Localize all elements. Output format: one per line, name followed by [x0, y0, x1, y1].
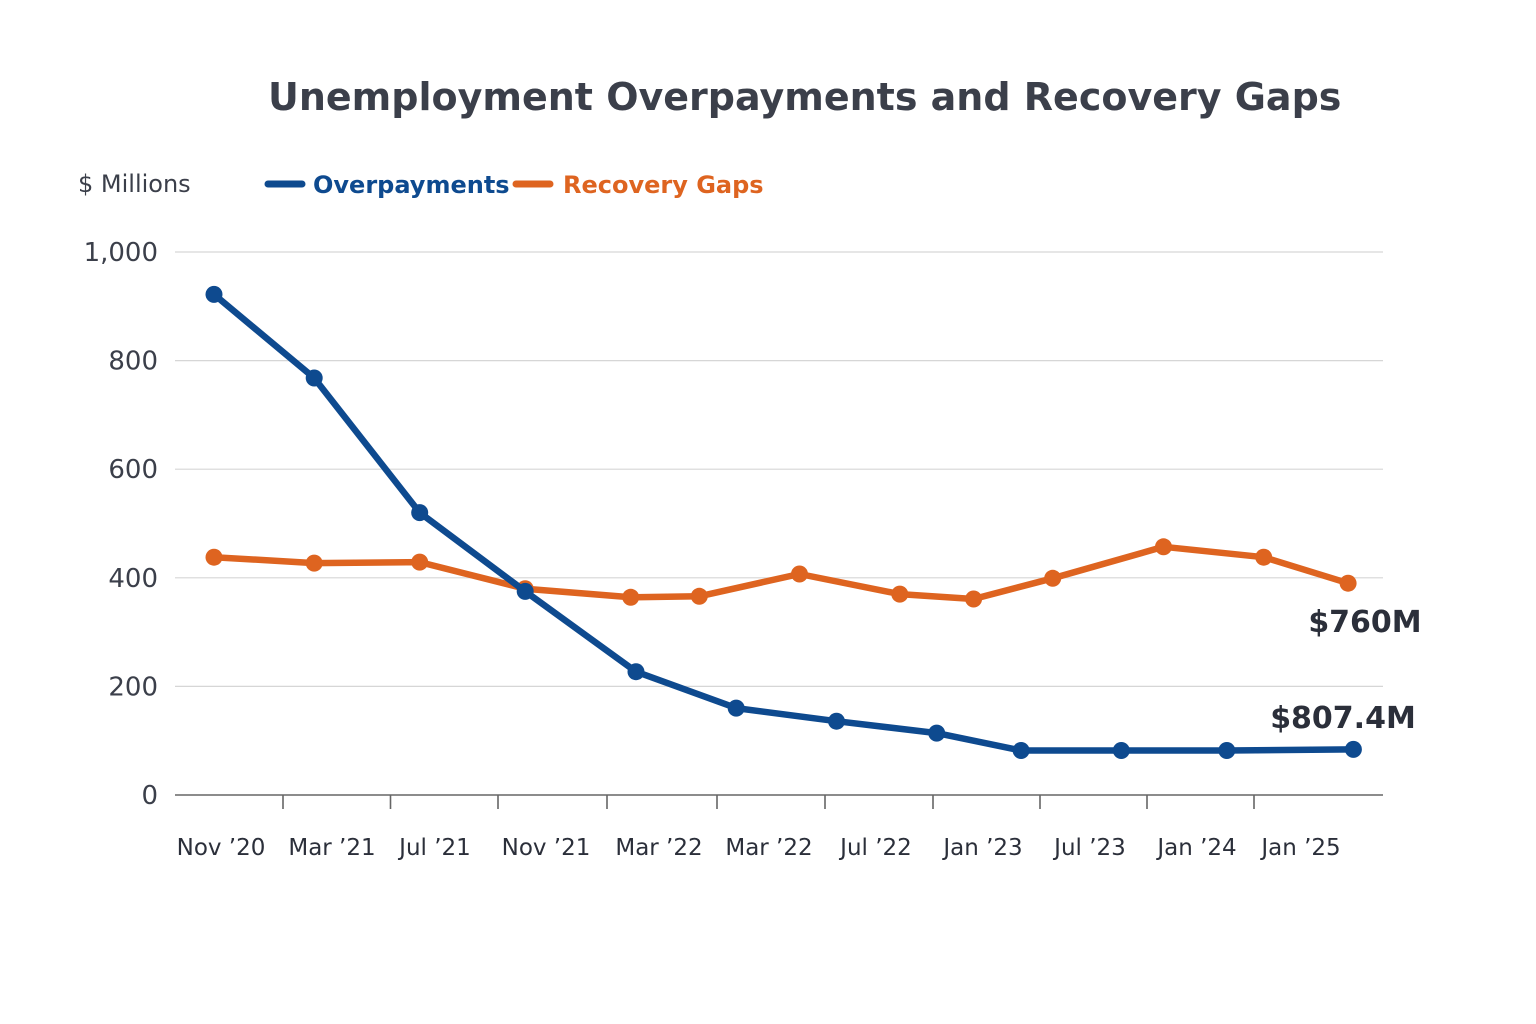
x-tick-label: Mar ’22: [725, 835, 812, 861]
x-tick-label: Jul ’22: [838, 835, 912, 861]
data-point-recovery-gaps: [305, 554, 323, 572]
x-tick-label: Nov ’20: [177, 835, 266, 861]
series-line-overpayments: [210, 291, 1357, 754]
legend-label-overpayments: Overpayments: [313, 171, 510, 199]
y-tick-label: 600: [108, 455, 158, 485]
data-point-recovery-gaps: [1155, 538, 1172, 556]
data-point-overpayments: [1218, 742, 1236, 759]
chart-title: Unemployment Overpayments and Recovery G…: [268, 75, 1341, 119]
data-point-recovery-gaps: [965, 590, 983, 608]
x-tick-label: Nov ’21: [502, 835, 591, 861]
data-point-recovery-gaps: [891, 585, 909, 603]
data-point-overpayments: [1012, 742, 1030, 759]
data-point-recovery-gaps: [622, 588, 640, 606]
y-tick-label: 200: [108, 672, 158, 702]
data-point-overpayments: [305, 369, 323, 387]
data-point-recovery-gaps: [411, 553, 429, 571]
y-tick-label: 800: [108, 347, 158, 377]
data-point-overpayments: [411, 504, 429, 522]
x-tick-label: Jul ’21: [397, 835, 471, 861]
annotation-recovery-gaps: $760M: [1308, 605, 1421, 640]
y-tick-label: 0: [141, 781, 158, 811]
data-point-overpayments: [928, 724, 946, 742]
data-point-recovery-gaps: [205, 548, 223, 566]
data-point-overpayments: [205, 285, 223, 303]
data-point-overpayments: [727, 699, 745, 717]
data-point-overpayments: [828, 712, 845, 730]
data-point-recovery-gaps: [1255, 548, 1273, 566]
y-tick-label: 1,000: [84, 238, 158, 268]
y-tick-label: 400: [108, 564, 158, 594]
series: [205, 285, 1362, 759]
data-point-overpayments: [1344, 740, 1362, 758]
data-point-overpayments: [1112, 742, 1130, 759]
series-recovery-gaps: [205, 538, 1357, 608]
series-line-recovery-gaps: [210, 543, 1352, 603]
data-point-overpayments: [627, 663, 645, 681]
data-point-recovery-gaps: [690, 587, 708, 605]
x-tick-label: Mar ’22: [615, 835, 702, 861]
x-tick-label: Jan ’25: [1259, 835, 1340, 861]
x-axis-ticks: Nov ’20 Mar ’21 Jul ’21 Nov ’21 Mar ’22 Mar ’…: [177, 795, 1341, 861]
legend: Overpayments Recovery Gaps: [264, 171, 764, 199]
x-tick-label: Jul ’23: [1052, 835, 1126, 861]
y-axis-unit-label: $ Millions: [78, 170, 191, 198]
data-point-overpayments: [516, 582, 534, 600]
series-overpayments: [205, 285, 1362, 759]
x-tick-label: Jan ’23: [941, 835, 1022, 861]
legend-label-recovery-gaps: Recovery Gaps: [563, 171, 764, 199]
gridlines: [175, 251, 1383, 688]
x-tick-label: Jan ’24: [1155, 835, 1236, 861]
data-point-recovery-gaps: [1044, 569, 1062, 587]
y-axis-ticks: 0 200 400 600 800 1,000: [84, 238, 158, 811]
x-tick-label: Mar ’21: [288, 835, 375, 861]
data-point-recovery-gaps: [1339, 574, 1357, 592]
annotation-overpayments: $807.4M: [1270, 701, 1416, 736]
data-point-recovery-gaps: [791, 565, 808, 583]
